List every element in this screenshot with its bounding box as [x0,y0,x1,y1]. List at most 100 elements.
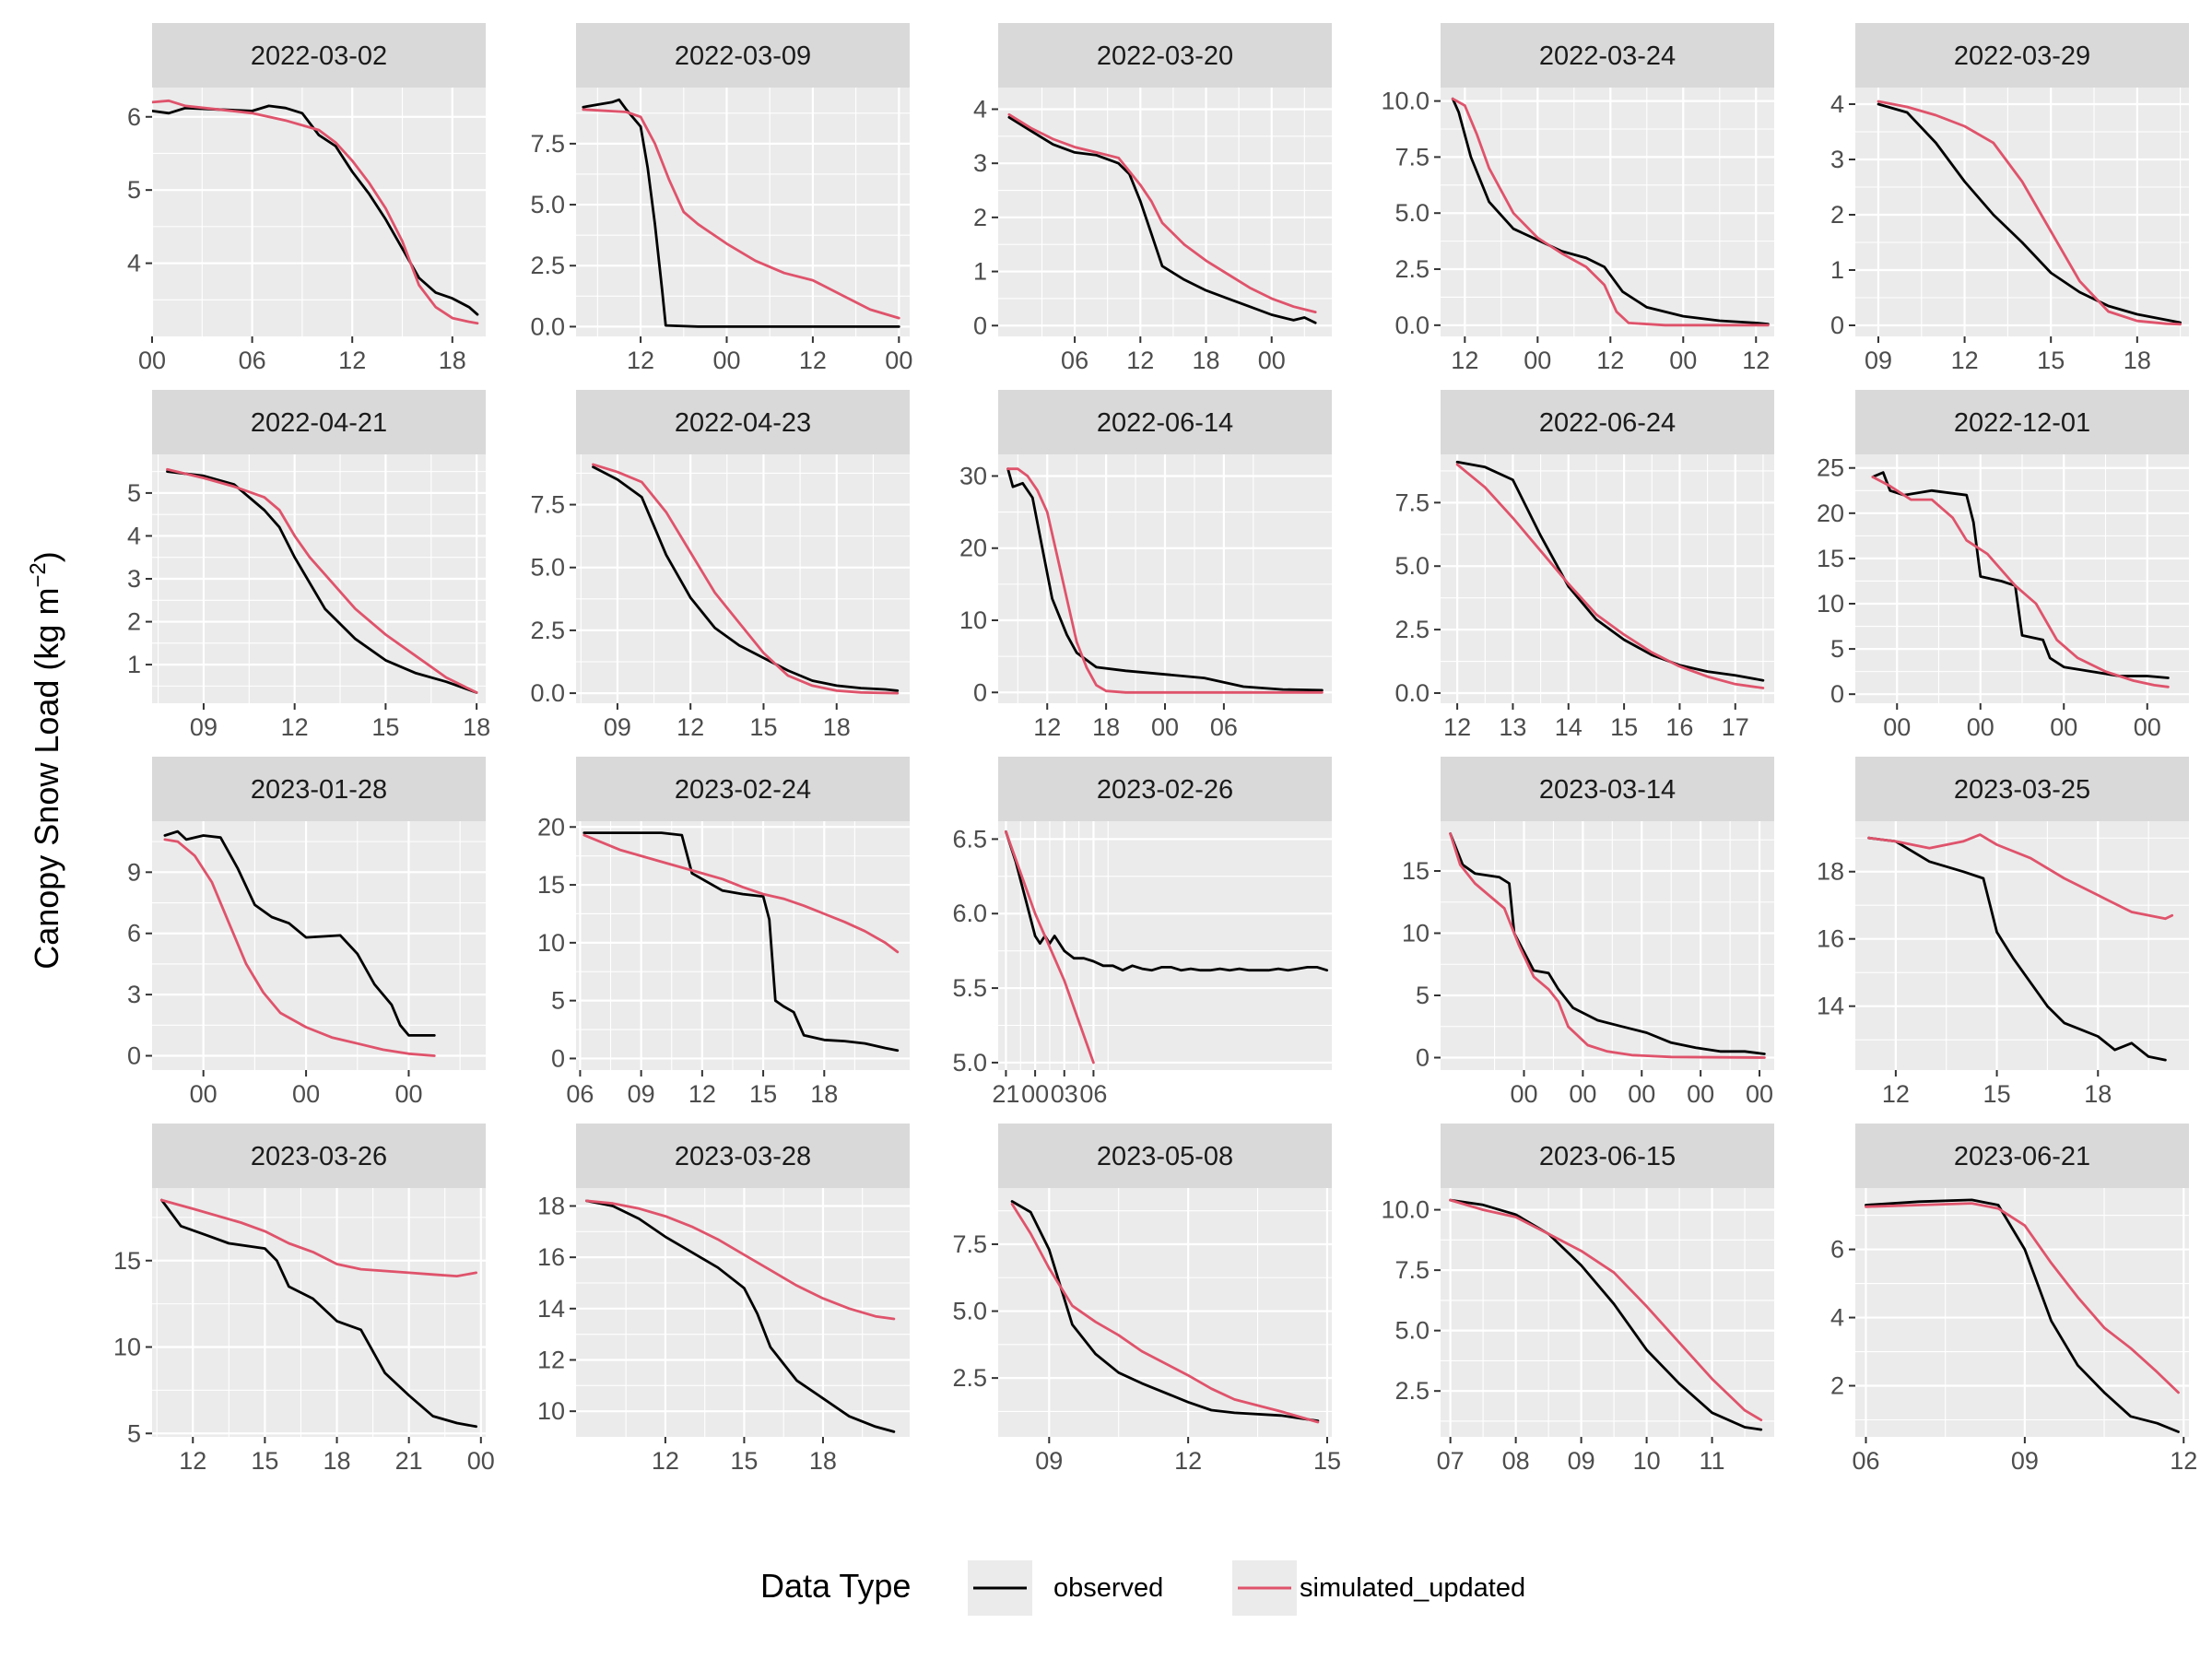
x-tick-label: 12 [1951,347,1979,374]
panel-strip [1855,23,2189,88]
x-tick-label: 12 [1451,347,1478,374]
x-tick-label: 00 [1883,713,1911,741]
y-tick-label: 7.5 [1394,143,1430,171]
y-tick-label: 3 [127,981,141,1008]
plot-area [1441,1188,1774,1437]
x-tick-label: 07 [1437,1447,1465,1475]
y-tick-label: 15 [113,1247,141,1275]
x-tick-label: 09 [1035,1447,1063,1475]
panel-title: 2023-01-28 [251,775,387,805]
x-tick-label: 11 [1700,1447,1725,1475]
x-tick-label: 00 [1746,1080,1773,1108]
series-lines [1007,112,1317,324]
x-tick-label: 15 [730,1447,758,1475]
y-tick-label: 10 [1402,920,1430,947]
panel-title: 2022-03-20 [1097,41,1233,71]
x-tick-label: 00 [1510,1080,1537,1108]
y-tick-label: 5.0 [1394,552,1430,580]
y-tick-label: 7.5 [1394,1256,1430,1284]
gridlines [1441,454,1774,703]
x-tick-label: 21 [395,1447,423,1475]
plot-area [576,88,910,336]
gridlines [998,88,1332,336]
series-line-simulated_updated [152,99,479,325]
panel-title: 2022-06-24 [1539,408,1676,438]
x-tick-label: 21 [992,1080,1019,1108]
series-line-simulated_updated [1449,1198,1763,1422]
x-tick-label: 00 [1151,713,1179,741]
y-tick-label: 6 [127,103,141,131]
gridlines [576,1188,910,1437]
y-tick-label: 0 [973,678,987,706]
y-tick-label: 9 [127,858,141,886]
x-tick-label: 12 [677,713,704,741]
y-tick-label: 2.5 [1394,1377,1430,1405]
gridlines [576,88,910,336]
series-line-simulated_updated [1010,1203,1320,1424]
y-tick-label: 6.5 [952,825,987,853]
x-tick-label: 12 [1126,347,1154,374]
panel-strip [1855,1124,2189,1188]
x-tick-label: 12 [1033,713,1061,741]
panel-title: 2022-03-09 [675,41,811,71]
x-tick-label: 00 [2050,713,2077,741]
y-tick-label: 7.5 [530,130,565,158]
x-tick-label: 12 [1596,347,1624,374]
panel-2023-02-26: 2023-02-26 21 00 03 06 5.0 5.5 6.0 6.5 [952,757,1332,1108]
gridlines [1855,1188,2189,1437]
plot-area [998,1188,1332,1437]
x-tick-label: 08 [1502,1447,1530,1475]
y-tick-label: 15 [1817,545,1844,572]
y-tick-label: 18 [1817,858,1844,886]
x-tick-label: 15 [1313,1447,1341,1475]
x-tick-label: 15 [749,713,777,741]
y-tick-label: 0.0 [530,312,565,340]
series-line-simulated_updated [1451,97,1770,327]
series-lines [1871,471,2170,688]
panel-strip [576,1124,910,1188]
y-tick-label: 20 [537,813,565,841]
plot-area [1441,821,1774,1070]
x-tick-label: 06 [1079,1080,1107,1108]
gridlines [1441,821,1774,1070]
y-tick-label: 10.0 [1381,1196,1430,1224]
y-tick-label: 10.0 [1381,88,1430,115]
x-tick-label: 14 [1555,713,1583,741]
panel-strip [998,23,1332,88]
x-tick-label: 00 [712,347,740,374]
series-lines [582,831,900,1053]
x-tick-label: 13 [1499,713,1526,741]
panel-title: 2023-03-14 [1539,775,1676,805]
x-tick-label: 00 [394,1080,422,1108]
series-line-observed [1867,836,2167,1062]
panel-2023-03-25: 2023-03-25 12 15 18 14 16 18 [1817,757,2189,1108]
y-tick-label: 3 [973,149,987,177]
panel-strip [998,757,1332,821]
y-tick-label: 4 [127,522,141,549]
series-line-simulated_updated [160,1198,477,1277]
y-tick-label: 20 [959,535,987,562]
panel-2023-06-15: 2023-06-15 07 08 09 10 11 2.5 5.0 7.5 10.0 [1381,1124,1774,1475]
y-tick-label: 0 [127,1042,141,1070]
x-tick-label: 12 [688,1080,716,1108]
x-tick-label: 00 [190,1080,218,1108]
x-tick-label: 00 [292,1080,320,1108]
plot-area [1855,88,2189,336]
gridlines [998,1188,1332,1437]
y-tick-label: 15 [537,871,565,899]
series-line-simulated_updated [1867,833,2174,921]
x-tick-label: 12 [1174,1447,1202,1475]
x-tick-label: 09 [190,713,218,741]
panel-strip [576,757,910,821]
panel-2022-04-23: 2022-04-23 09 12 15 18 0.0 2.5 5.0 7.5 [530,390,910,741]
series-line-observed [1451,97,1770,325]
series-line-simulated_updated [163,838,436,1057]
x-tick-label: 00 [1569,1080,1596,1108]
y-tick-label: 3 [127,565,141,593]
panel-strip [152,23,486,88]
y-tick-label: 5.0 [952,1049,987,1077]
x-tick-label: 09 [628,1080,655,1108]
